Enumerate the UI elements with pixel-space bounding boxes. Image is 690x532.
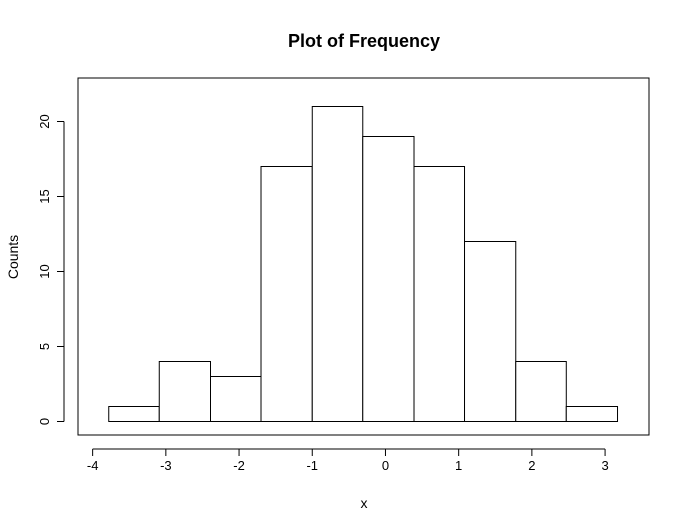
y-tick-label: 20 (37, 114, 52, 128)
y-tick-label: 10 (37, 264, 52, 278)
x-tick-label: 0 (382, 458, 389, 473)
histogram-bar (362, 136, 415, 422)
histogram-bar (413, 166, 466, 422)
y-axis: 0 5 10 15 20 (37, 114, 65, 425)
x-axis-title: x (361, 495, 368, 511)
y-axis-title: Counts (5, 235, 21, 279)
histogram-bar (515, 361, 567, 422)
y-tick-label: 15 (37, 189, 52, 203)
histogram-bar (464, 241, 517, 422)
x-tick-label: -3 (160, 458, 172, 473)
histogram-bar (158, 361, 211, 422)
histogram-bar (210, 376, 262, 422)
x-tick-label: -2 (233, 458, 245, 473)
x-tick-label: 3 (601, 458, 608, 473)
y-tick-label: 0 (37, 418, 52, 425)
x-tick-label: 2 (528, 458, 535, 473)
x-tick-label: -4 (87, 458, 99, 473)
x-tick-label: 1 (455, 458, 462, 473)
histogram-bar (260, 166, 313, 422)
x-axis: -4 -3 -2 -1 0 1 2 3 (87, 448, 609, 473)
histogram-bar (108, 406, 160, 422)
plot-box (77, 77, 650, 436)
y-tick-label: 5 (37, 343, 52, 350)
chart-title: Plot of Frequency (288, 31, 440, 51)
histogram-bar (311, 106, 364, 422)
x-tick-label: -1 (306, 458, 318, 473)
histogram-bar (565, 406, 619, 422)
bars-group (108, 106, 619, 422)
